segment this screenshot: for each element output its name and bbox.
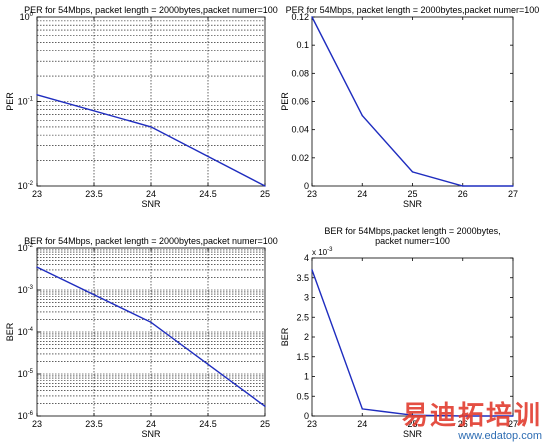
x-tick-label: 25	[260, 419, 270, 429]
axes-box	[311, 257, 514, 417]
y-tick-label: 3.5	[296, 273, 309, 283]
data-point	[462, 415, 464, 417]
data-point	[512, 185, 514, 187]
grid	[37, 17, 265, 186]
data-point	[36, 94, 38, 96]
series-line	[311, 16, 513, 187]
y-axis-label: BER	[5, 322, 15, 341]
x-tick-label: 26	[458, 419, 468, 429]
watermark-brand: 易迪拓培训	[401, 401, 542, 431]
x-axis-label: SNR	[403, 199, 423, 209]
y-tick-label: 10-2	[18, 181, 34, 191]
data-point	[311, 16, 313, 18]
x-tick-label: 24	[357, 189, 367, 199]
x-tick-label: 24.5	[199, 419, 217, 429]
x-tick-label: 27	[508, 419, 518, 429]
y-tick-label: 2	[304, 332, 309, 342]
y-tick-label: 0.1	[296, 40, 309, 50]
y-tick-label: 10-4	[18, 327, 34, 337]
data-point	[150, 321, 152, 324]
x-tick-label: 23.5	[85, 189, 103, 199]
chart-title: PER for 54Mbps, packet length = 2000byte…	[286, 5, 540, 15]
x-tick-label: 24.5	[199, 189, 217, 199]
x-tick-label: 25	[260, 189, 270, 199]
x-tick-label: 27	[508, 189, 518, 199]
data-point	[311, 269, 313, 271]
y-tick-label: 4	[304, 253, 309, 263]
axes-box	[311, 16, 514, 187]
y-exponent-label: x 10-3	[312, 247, 333, 257]
data-point	[36, 266, 38, 268]
x-tick-label: 24	[146, 189, 156, 199]
chart-title: BER for 54Mbps, packet length = 2000byte…	[24, 236, 278, 246]
data-point	[264, 185, 266, 187]
y-tick-label: 0.04	[291, 125, 309, 135]
x-tick-label: 23	[307, 419, 317, 429]
y-tick-label: 0.5	[296, 391, 309, 401]
y-tick-label: 0.02	[291, 153, 309, 163]
data-point	[150, 126, 152, 128]
y-tick-label: 2.5	[296, 312, 309, 322]
y-axis-label: BER	[280, 327, 290, 346]
y-tick-label: 0	[304, 411, 309, 421]
x-tick-label: 23	[307, 189, 317, 199]
x-axis-label: SNR	[141, 199, 161, 209]
y-tick-label: 10-2	[18, 243, 34, 253]
series-line	[311, 269, 513, 417]
chart-title: BER for 54Mbps,packet length = 2000bytes…	[324, 226, 500, 236]
y-tick-label: 0.12	[291, 12, 309, 22]
x-tick-label: 23	[32, 189, 42, 199]
x-tick-label: 23.5	[85, 419, 103, 429]
chart-title: packet numer=100	[375, 236, 450, 246]
data-point	[411, 414, 414, 416]
x-tick-label: 25	[407, 189, 417, 199]
y-tick-label: 0	[304, 181, 309, 191]
x-tick-label: 25	[407, 419, 417, 429]
y-tick-label: 10-3	[18, 285, 34, 295]
y-axis-label: PER	[280, 92, 290, 111]
y-axis-label: PER	[5, 92, 15, 111]
y-tick-label: 0.08	[291, 68, 309, 78]
y-tick-label: 10-6	[18, 411, 34, 421]
x-tick-label: 24	[357, 419, 367, 429]
y-tick-label: 10-5	[18, 369, 34, 379]
data-point	[462, 185, 464, 187]
data-point	[361, 408, 363, 410]
data-point	[361, 114, 363, 117]
x-axis-label: SNR	[141, 429, 161, 439]
y-tick-label: 1	[304, 372, 309, 382]
grid	[37, 248, 265, 416]
subplot-4: 23 24 25 26 27 0 0.5 1 1.5 2 2.5 3 3.5 4x 10-3 BER for…	[280, 226, 518, 439]
y-tick-label: 100	[20, 12, 34, 22]
x-tick-label: 26	[458, 189, 468, 199]
watermark-url: www.edatop.com	[458, 430, 542, 442]
watermark: 易迪拓培训 www.edatop.com	[402, 402, 542, 442]
data-point	[411, 171, 414, 173]
x-axis-label: SNR	[403, 429, 423, 439]
y-tick-label: 0.06	[291, 97, 309, 107]
x-tick-label: 23	[32, 419, 42, 429]
y-tick-label: 3	[304, 293, 309, 303]
y-tick-label: 1.5	[296, 352, 309, 362]
chart-title: PER for 54Mbps, packet length = 2000byte…	[24, 5, 278, 15]
x-tick-label: 24	[146, 419, 156, 429]
data-point	[264, 405, 266, 408]
y-tick-label: 10-1	[18, 97, 34, 107]
data-point	[512, 415, 514, 417]
